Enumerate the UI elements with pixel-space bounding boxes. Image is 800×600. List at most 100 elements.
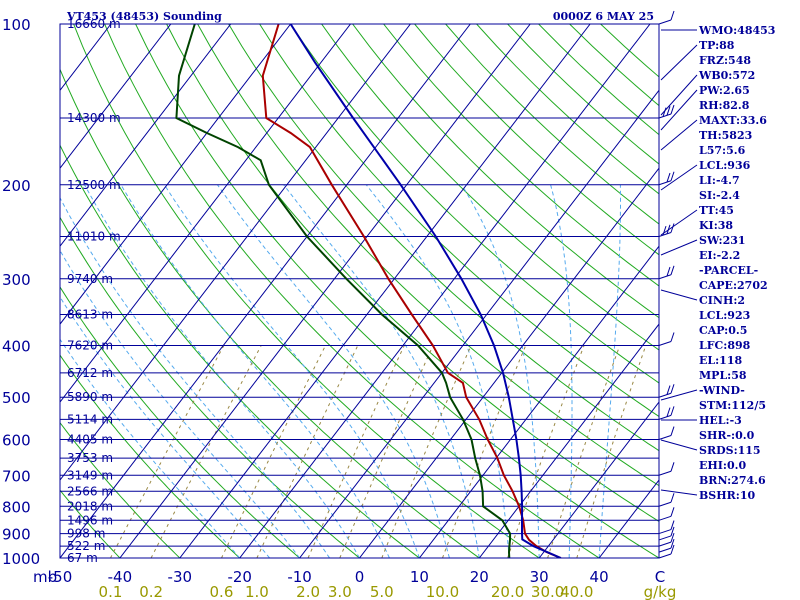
height-label: 5114 m <box>67 412 113 426</box>
wind-barb-flag <box>670 384 675 394</box>
pressure-tick-label: 300 <box>2 271 31 289</box>
pressure-tick-label: 800 <box>2 498 31 516</box>
parcel-profile-line <box>289 24 562 558</box>
index-entry: SRDS:115 <box>699 444 761 457</box>
wind-barb-flag <box>670 10 675 21</box>
index-entry: EHI:0.0 <box>699 459 746 472</box>
height-label: 7620 m <box>67 339 113 353</box>
index-entry: -PARCEL- <box>699 264 758 277</box>
isotherm-line <box>478 323 659 558</box>
wind-barb-flag <box>670 493 675 503</box>
wind-barbs <box>658 10 675 559</box>
pressure-tick-label: 900 <box>2 526 31 544</box>
height-label: 8613 m <box>67 308 113 322</box>
index-entry: FRZ:548 <box>699 54 751 67</box>
pressure-tick-label: 700 <box>2 467 31 485</box>
isotherm-line <box>60 24 351 403</box>
index-entry: EI:-2.2 <box>699 249 740 262</box>
moist-adiabat-line <box>550 184 573 558</box>
moist-adiabat-line <box>60 338 241 558</box>
mixing-ratio-tick-label: 5.0 <box>370 583 394 600</box>
height-label: 6712 m <box>67 366 113 380</box>
wind-barb-flag <box>670 544 675 555</box>
wind-barb-flag <box>670 538 675 549</box>
pressure-tick-label: 400 <box>2 338 31 356</box>
wind-barb-shaft <box>658 392 672 398</box>
index-entry: LCL:936 <box>699 159 751 172</box>
mixing-ratio-tick-label: 30.0 <box>531 583 564 600</box>
height-label: 2018 m <box>67 499 113 513</box>
mixing-ratio-tick-label: 0.2 <box>139 583 163 600</box>
pressure-tick-label: 600 <box>2 432 31 450</box>
index-connector-line <box>660 74 698 116</box>
temperature-tick-label: 30 <box>530 568 549 586</box>
temperature-profile-line <box>261 24 562 558</box>
chart-title: VT453 (48453) Sounding <box>66 10 222 23</box>
wind-barb-shaft <box>658 274 672 280</box>
height-label: 16660 m <box>67 17 121 31</box>
mixing-ratio-tick-label: 3.0 <box>328 583 352 600</box>
index-connector-line <box>660 89 698 131</box>
wind-barb-shaft <box>658 341 672 346</box>
temperature-tick-label: -30 <box>168 568 193 586</box>
index-entry: SW:231 <box>699 234 746 247</box>
index-entry: TH:5823 <box>699 129 752 142</box>
index-entry: LI:-4.7 <box>699 174 740 187</box>
index-connector-line <box>660 44 698 81</box>
pressure-unit-label: mb <box>33 568 57 586</box>
wind-barb-flag <box>662 107 667 117</box>
height-label: 5890 m <box>67 390 113 404</box>
index-entry: KI:38 <box>699 219 733 232</box>
index-entry: CAP:0.5 <box>699 324 747 337</box>
isotherm-line <box>60 24 292 325</box>
stability-indices: WMO:48453 TP:88 FRZ:548 WB0:572 PW:2.65 RH:82… <box>660 24 775 502</box>
pressure-tick-label: 500 <box>2 389 31 407</box>
mixing-ratio-tick-label: 40.0 <box>560 583 593 600</box>
isotherm-line <box>239 24 651 558</box>
wind-barb-flag <box>670 532 675 543</box>
wind-barb-shaft <box>658 529 672 535</box>
isotherm-line <box>60 24 411 481</box>
wind-barb-shaft <box>658 535 672 541</box>
index-entry: SI:-2.4 <box>699 189 740 202</box>
height-label: 1496 m <box>67 513 113 527</box>
thermo-grid <box>60 24 659 558</box>
chart-time: 0000Z 6 MAY 25 <box>553 10 654 23</box>
mixing-ratio-tick-label: 0.6 <box>210 583 234 600</box>
height-label: 3753 m <box>67 451 113 465</box>
index-connector-line <box>660 289 698 301</box>
mixing-ratio-tick-label: 2.0 <box>296 583 320 600</box>
isotherm-line <box>60 24 471 558</box>
wind-barb-flag <box>670 526 675 537</box>
pressure-tick-label: 200 <box>2 177 31 195</box>
wind-barb-flag <box>670 520 675 530</box>
wind-barb-flag <box>670 406 675 416</box>
index-entry: RH:82.8 <box>699 99 750 112</box>
wind-barb-shaft <box>658 180 672 186</box>
index-connector-line <box>660 239 698 256</box>
isotherm-line <box>538 401 659 558</box>
wind-barb-flag <box>670 223 675 233</box>
index-connector-line <box>660 389 698 401</box>
index-entry: TT:45 <box>699 204 734 217</box>
index-connector-line <box>660 119 698 151</box>
isotherm-line <box>60 24 232 247</box>
isotherm-line <box>419 245 659 558</box>
wind-barb-flag <box>670 171 675 181</box>
height-label: 2566 m <box>67 484 113 498</box>
index-entry: MAXT:33.6 <box>699 114 767 127</box>
index-entry: STM:112/5 <box>699 399 766 412</box>
temperature-tick-label: 40 <box>590 568 609 586</box>
index-connector-line <box>660 489 698 496</box>
isotherm-line <box>119 24 531 558</box>
index-entry: CINH:2 <box>699 294 745 307</box>
mixing-ratio-tick-label: 1.0 <box>245 583 269 600</box>
wind-barb-flag <box>666 106 671 116</box>
index-entry: BRN:274.6 <box>699 474 766 487</box>
temperature-tick-label: -40 <box>108 568 133 586</box>
isotherm-line <box>179 24 591 558</box>
moist-adiabat-line <box>598 184 621 558</box>
temperature-tick-label: -50 <box>48 568 73 586</box>
wind-barb-flag <box>666 172 671 183</box>
